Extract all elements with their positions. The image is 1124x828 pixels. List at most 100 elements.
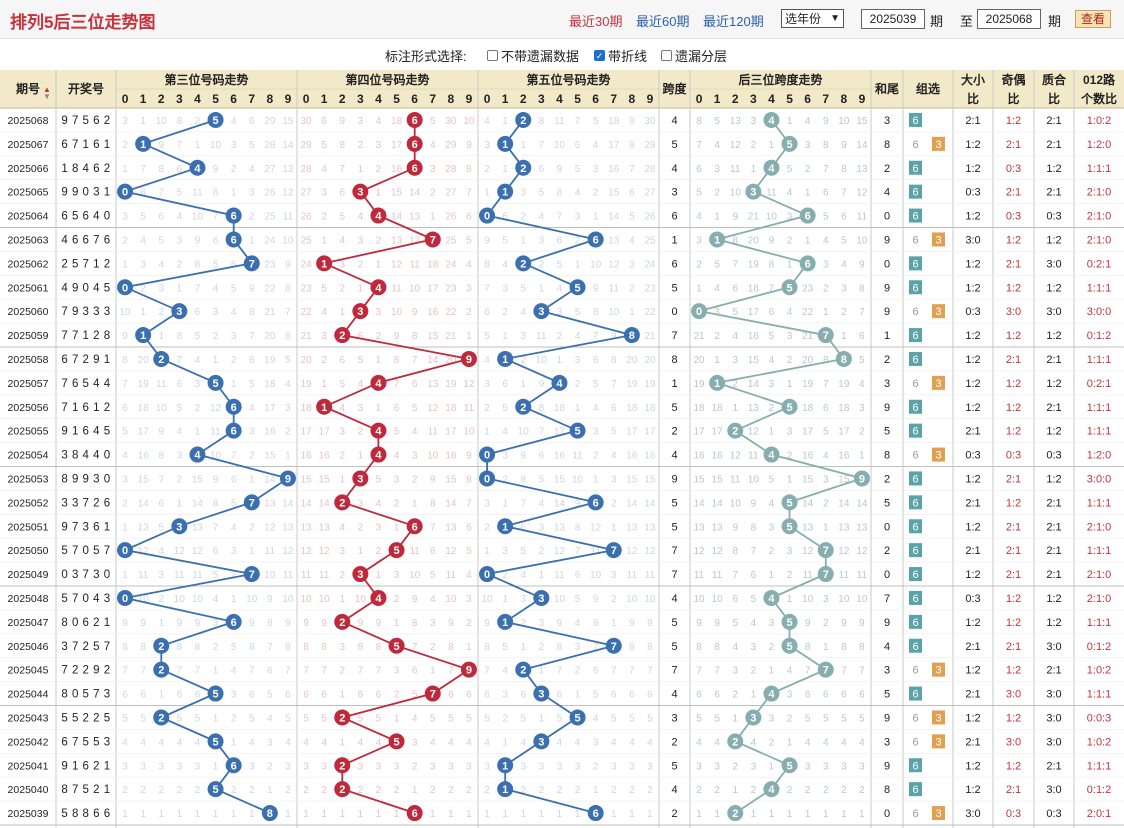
- bigsmall-cell: 1:2: [965, 473, 980, 485]
- miss-value: 1: [140, 809, 146, 820]
- miss-value: 17: [445, 427, 457, 438]
- draw-cell: 8 0 5 7 3: [61, 689, 110, 701]
- ball-label-pos3: 6: [231, 234, 237, 246]
- ball-pos3: [243, 494, 260, 511]
- ball-label-pos3: 6: [231, 426, 237, 438]
- miss-value: 8: [285, 283, 291, 294]
- tail-cell: 2: [884, 473, 890, 485]
- group3-box: [932, 687, 945, 701]
- ball-pos5: [533, 733, 550, 750]
- miss-value: 8: [394, 355, 400, 366]
- draw-cell: 8 0 6 2 1: [61, 617, 110, 629]
- miss-value: 3: [823, 594, 829, 605]
- draw-cell: 6 7 5 5 3: [61, 736, 110, 748]
- checkbox-box[interactable]: [487, 50, 498, 61]
- miss-value: 7: [321, 666, 327, 677]
- group6-label: 6: [912, 617, 918, 629]
- ball-spanT: [799, 207, 816, 224]
- ball-pos3: [153, 350, 170, 367]
- group3-box: [932, 209, 945, 223]
- primecomp-cell: 2:1: [1046, 665, 1061, 677]
- miss-value: 13: [693, 522, 705, 533]
- recent-60-link[interactable]: 最近60期: [636, 14, 690, 29]
- miss-value: 1: [520, 140, 526, 151]
- miss-value: 12: [192, 546, 204, 557]
- miss-value: 1: [823, 522, 829, 533]
- miss-value: 2: [557, 331, 563, 342]
- to-period-input[interactable]: 2025068: [977, 9, 1041, 29]
- miss-value: 4: [466, 259, 472, 270]
- ball-pos3: [117, 589, 134, 606]
- option-no-miss-checkbox[interactable]: 不带遗漏数据: [487, 46, 579, 65]
- from-period-input[interactable]: 2025039: [861, 9, 925, 29]
- period-cell: 2025049: [8, 569, 49, 581]
- option-polyline-checkbox[interactable]: ✓ 带折线: [594, 46, 647, 65]
- checkbox-box[interactable]: [661, 50, 672, 61]
- miss-value: 11: [210, 427, 221, 438]
- ball-pos5: [497, 781, 514, 798]
- miss-value: 20: [644, 355, 656, 366]
- miss-value: 5: [412, 403, 418, 414]
- miss-value: 1: [303, 809, 309, 820]
- miss-value: 3: [751, 642, 757, 653]
- oddeven-cell: 0:3: [1006, 163, 1021, 175]
- recent-120-link[interactable]: 最近120期: [703, 14, 764, 29]
- miss-value: 3: [358, 235, 364, 246]
- ball-label-pos5: 3: [538, 593, 544, 605]
- primecomp-cell: 1:2: [1046, 330, 1061, 342]
- miss-value: 6: [502, 212, 508, 223]
- miss-value: 2: [520, 355, 526, 366]
- ball-pos5: [605, 542, 622, 559]
- miss-value: 9: [213, 474, 219, 485]
- ball-pos5: [479, 566, 496, 583]
- view-button[interactable]: 查看: [1075, 10, 1111, 28]
- ball-spanT: [763, 159, 780, 176]
- draw-cell: 7 9 3 3 3: [61, 306, 110, 318]
- miss-value: 1: [732, 785, 738, 796]
- miss-value: 5: [575, 164, 581, 175]
- miss-value: 11: [572, 451, 583, 462]
- checkbox-checked-icon[interactable]: ✓: [594, 50, 605, 61]
- ball-label-spanT: 3: [750, 712, 756, 724]
- bigsmall-cell: 3:0: [965, 808, 980, 820]
- miss-value: 1: [593, 212, 599, 223]
- miss-value: 10: [264, 570, 276, 581]
- miss-value: 16: [300, 451, 312, 462]
- miss-value: 12: [264, 522, 276, 533]
- miss-value: 12: [838, 546, 850, 557]
- ball-label-pos4: 4: [375, 593, 382, 605]
- miss-value: 20: [138, 355, 150, 366]
- miss-value: 13: [282, 522, 294, 533]
- miss-value: 7: [177, 140, 183, 151]
- ball-label-pos5: 5: [574, 282, 580, 294]
- miss-value: 30: [300, 116, 312, 127]
- ball-spanT: [745, 183, 762, 200]
- period-cell: 2025059: [8, 330, 49, 342]
- ball-label-spanT: 6: [805, 211, 811, 223]
- option-layer-checkbox[interactable]: 遗漏分层: [661, 46, 727, 65]
- option-no-miss-label: 不带遗漏数据: [501, 49, 580, 64]
- group6-label: 6: [912, 330, 918, 342]
- miss-value: 2: [823, 498, 829, 509]
- miss-value: 8: [859, 642, 865, 653]
- oddeven-cell: 1:2: [1006, 497, 1021, 509]
- header-period: 期号: [16, 81, 40, 96]
- miss-value: 2: [177, 785, 183, 796]
- miss-value: 7: [213, 212, 219, 223]
- ball-pos5: [587, 231, 604, 248]
- miss-value: 1: [714, 212, 720, 223]
- group6-label: 6: [912, 282, 918, 294]
- group3-box: [932, 734, 945, 749]
- miss-value: 8: [696, 116, 702, 127]
- header-oddeven: 奇偶: [1001, 72, 1025, 87]
- miss-value: 2: [195, 116, 201, 127]
- group6-label: 6: [912, 426, 918, 438]
- miss-value: 2: [732, 761, 738, 772]
- tail-cell: 2: [884, 354, 890, 366]
- miss-value: 4: [358, 212, 364, 223]
- miss-value: 2: [539, 785, 545, 796]
- year-select[interactable]: 选年份 ▼: [781, 9, 844, 28]
- miss-value: 9: [430, 474, 436, 485]
- recent-30-link[interactable]: 最近30期: [569, 14, 623, 29]
- ball-label-pos3: 7: [249, 569, 255, 581]
